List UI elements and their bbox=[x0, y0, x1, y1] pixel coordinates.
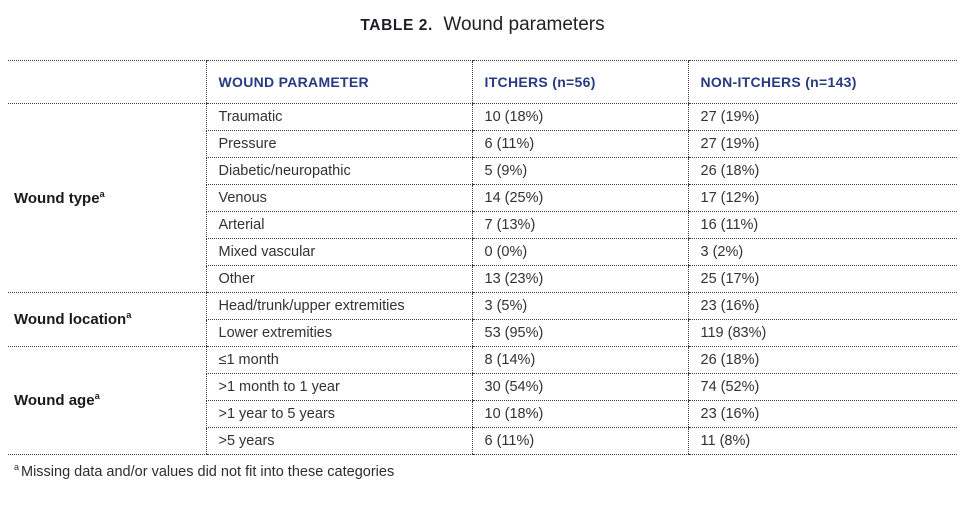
table-title-label: TABLE 2. bbox=[360, 17, 433, 34]
parameter-cell: Lower extremities bbox=[205, 319, 472, 347]
non-itchers-cell: 16 (11%) bbox=[687, 211, 957, 239]
itchers-cell: 53 (95%) bbox=[471, 319, 688, 347]
table-row: Diabetic/neuropathic 5 (9%) 26 (18%) bbox=[8, 157, 957, 185]
non-itchers-cell: 119 (83%) bbox=[687, 319, 957, 347]
table-row: Venous 14 (25%) 17 (12%) bbox=[8, 184, 957, 212]
table-row: >1 month to 1 year 30 (54%) 74 (52%) bbox=[8, 373, 957, 401]
itchers-cell: 3 (5%) bbox=[471, 292, 688, 320]
non-itchers-cell: 23 (16%) bbox=[687, 292, 957, 320]
itchers-cell: 14 (25%) bbox=[471, 184, 688, 212]
col-header-non-itchers: NON-ITCHERS (n=143) bbox=[687, 60, 957, 104]
itchers-cell: 0 (0%) bbox=[471, 238, 688, 266]
non-itchers-cell: 27 (19%) bbox=[687, 103, 957, 131]
wound-parameters-table: WOUND PARAMETER ITCHERS (n=56) NON-ITCHE… bbox=[8, 60, 957, 455]
itchers-cell: 7 (13%) bbox=[471, 211, 688, 239]
table-row: Other 13 (23%) 25 (17%) bbox=[8, 265, 957, 293]
table-row: Lower extremities 53 (95%) 119 (83%) bbox=[8, 319, 957, 347]
non-itchers-cell: 11 (8%) bbox=[687, 427, 957, 455]
footnote-marker: a bbox=[99, 188, 105, 199]
non-itchers-cell: 25 (17%) bbox=[687, 265, 957, 293]
itchers-cell: 6 (11%) bbox=[471, 427, 688, 455]
parameter-cell: ≤1 month bbox=[205, 346, 472, 374]
table-row: Pressure 6 (11%) 27 (19%) bbox=[8, 130, 957, 158]
itchers-cell: 8 (14%) bbox=[471, 346, 688, 374]
table-row: Wound locationa Head/trunk/upper extremi… bbox=[8, 292, 957, 347]
itchers-cell: 6 (11%) bbox=[471, 130, 688, 158]
col-header-itchers: ITCHERS (n=56) bbox=[471, 60, 688, 104]
group-label-text: Wound type bbox=[14, 189, 100, 207]
parameter-cell: Diabetic/neuropathic bbox=[205, 157, 472, 185]
footnote-marker: a bbox=[94, 391, 100, 401]
table-row: Wound typea Traumatic 10 (18%) 27 (19%) bbox=[8, 103, 957, 293]
table-title-text: Wound parameters bbox=[443, 14, 605, 35]
parameter-cell: Head/trunk/upper extremities bbox=[205, 292, 472, 320]
non-itchers-cell: 17 (12%) bbox=[687, 184, 957, 212]
table-row: Mixed vascular 0 (0%) 3 (2%) bbox=[8, 238, 957, 266]
table-row: Arterial 7 (13%) 16 (11%) bbox=[8, 211, 957, 239]
parameter-cell: Pressure bbox=[205, 130, 472, 158]
non-itchers-cell: 23 (16%) bbox=[687, 400, 957, 428]
parameter-cell: >1 month to 1 year bbox=[205, 373, 472, 401]
itchers-cell: 10 (18%) bbox=[471, 400, 688, 428]
parameter-cell: Other bbox=[205, 265, 472, 293]
non-itchers-cell: 3 (2%) bbox=[687, 238, 957, 266]
parameter-cell: >5 years bbox=[205, 427, 472, 455]
footnote-marker: a bbox=[126, 310, 132, 320]
col-header-group bbox=[8, 60, 206, 104]
itchers-cell: 5 (9%) bbox=[471, 157, 688, 185]
col-header-parameter: WOUND PARAMETER bbox=[205, 60, 472, 104]
group-label-wound-age: Wound agea bbox=[8, 346, 206, 455]
itchers-cell: 10 (18%) bbox=[471, 103, 688, 131]
header-row: WOUND PARAMETER ITCHERS (n=56) NON-ITCHE… bbox=[8, 60, 957, 104]
group-label-text: Wound location bbox=[14, 311, 127, 328]
table-row: >1 year to 5 years 10 (18%) 23 (16%) bbox=[8, 400, 957, 428]
non-itchers-cell: 74 (52%) bbox=[687, 373, 957, 401]
group-label-wound-type: Wound typea bbox=[8, 103, 206, 293]
group-label-text: Wound age bbox=[14, 392, 95, 409]
non-itchers-cell: 27 (19%) bbox=[687, 130, 957, 158]
group-label-wound-location: Wound locationa bbox=[8, 292, 206, 347]
itchers-cell: 30 (54%) bbox=[471, 373, 688, 401]
parameter-cell: Mixed vascular bbox=[205, 238, 472, 266]
parameter-cell: Traumatic bbox=[205, 103, 472, 131]
parameter-cell: Venous bbox=[205, 184, 472, 212]
table-title: TABLE 2. Wound parameters bbox=[8, 12, 957, 39]
table-row: Wound agea ≤1 month 8 (14%) 26 (18%) bbox=[8, 346, 957, 455]
footnote-text: Missing data and/or values did not fit i… bbox=[21, 464, 395, 480]
parameter-cell: >1 year to 5 years bbox=[205, 400, 472, 428]
footnote-marker: a bbox=[14, 462, 19, 473]
parameter-cell: Arterial bbox=[205, 211, 472, 239]
non-itchers-cell: 26 (18%) bbox=[687, 157, 957, 185]
itchers-cell: 13 (23%) bbox=[471, 265, 688, 293]
table-row: >5 years 6 (11%) 11 (8%) bbox=[8, 427, 957, 455]
non-itchers-cell: 26 (18%) bbox=[687, 346, 957, 374]
table-footnote: a Missing data and/or values did not fit … bbox=[8, 462, 957, 480]
